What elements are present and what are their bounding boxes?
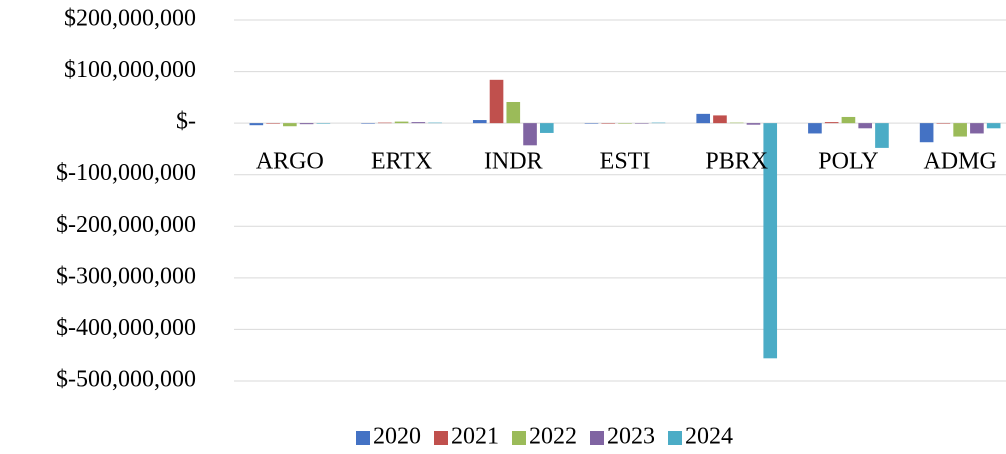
bar [746, 123, 761, 125]
bar [472, 120, 487, 124]
bar [953, 123, 967, 137]
x-tick-label: ADMG [923, 149, 996, 175]
bar [618, 123, 632, 124]
bar [729, 122, 744, 124]
x-tick-label: INDR [484, 149, 543, 175]
bar [986, 123, 1001, 129]
bar [283, 123, 297, 127]
bar [763, 123, 778, 359]
bar [696, 113, 711, 124]
y-tick-label: $200,000,000 [64, 6, 196, 32]
legend-swatch [668, 431, 682, 445]
legend-swatch [590, 431, 604, 445]
y-tick-label: $-500,000,000 [56, 367, 196, 393]
x-tick-label: ESTI [600, 149, 651, 175]
legend-label: 2024 [685, 424, 733, 450]
x-tick-label: POLY [818, 149, 878, 175]
bar [361, 123, 375, 124]
bar [299, 123, 314, 125]
bar [970, 123, 984, 134]
bar [824, 122, 839, 124]
bar [858, 123, 873, 129]
bar [411, 122, 426, 124]
legend-label: 2023 [607, 424, 655, 450]
bar [713, 115, 727, 124]
bar [919, 123, 934, 143]
bar [266, 123, 280, 124]
bar [506, 101, 521, 124]
legend-label: 2021 [451, 424, 499, 450]
y-tick-label: $100,000,000 [64, 57, 196, 83]
bar [875, 123, 889, 148]
x-tick-label: ERTX [371, 149, 432, 175]
x-tick-label: ARGO [256, 149, 324, 175]
bar [249, 123, 264, 126]
y-tick-label: $-200,000,000 [56, 212, 196, 238]
bar [394, 121, 409, 124]
bar [936, 123, 951, 124]
x-tick-label: PBRX [705, 149, 768, 175]
bar [841, 116, 856, 124]
y-tick-label: $- [176, 109, 196, 135]
legend-swatch [434, 431, 448, 445]
legend-swatch [356, 431, 370, 445]
legend-label: 2022 [529, 424, 577, 450]
bar [634, 123, 649, 124]
bar [377, 122, 392, 124]
y-tick-label: $-100,000,000 [56, 160, 196, 186]
bar [539, 123, 554, 133]
bar [584, 123, 599, 124]
bar [489, 79, 504, 124]
bar [428, 122, 442, 124]
legend-swatch [512, 431, 526, 445]
bar [316, 123, 331, 124]
bar [601, 123, 616, 124]
legend-label: 2020 [373, 424, 421, 450]
bar [523, 123, 537, 146]
bar [808, 123, 822, 134]
y-tick-label: $-400,000,000 [56, 315, 196, 341]
y-tick-label: $-300,000,000 [56, 263, 196, 289]
bar [651, 122, 666, 124]
